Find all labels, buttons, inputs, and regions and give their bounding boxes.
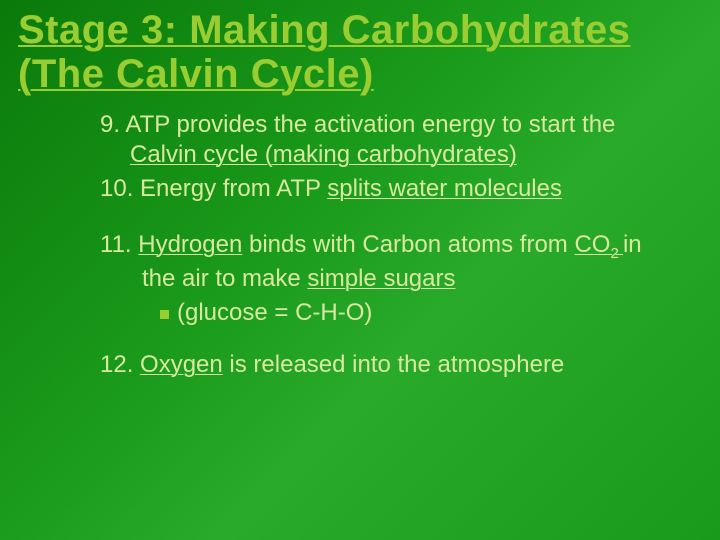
underlined-text: Oxygen <box>140 351 223 378</box>
list-item: 12. Oxygen is released into the atmosphe… <box>100 350 680 380</box>
underlined-text: simple sugars <box>307 265 455 292</box>
text: binds with Carbon atoms from <box>242 231 574 258</box>
underlined-text: CO2 <box>574 231 623 258</box>
square-bullet-icon <box>160 310 169 319</box>
text: is released into the atmosphere <box>223 351 565 378</box>
list-item: 9. ATP provides the activation energy to… <box>100 110 680 170</box>
list-item: 10. Energy from ATP splits water molecul… <box>100 174 680 204</box>
text: 9. ATP provides the activation energy to… <box>100 111 615 138</box>
text: 12. <box>100 351 140 378</box>
list-item: 11. Hydrogen binds with Carbon atoms fro… <box>100 230 680 294</box>
text: (glucose = C-H-O) <box>177 299 372 326</box>
slide-title: Stage 3: Making Carbohydrates (The Calvi… <box>0 0 720 100</box>
subscript: 2 <box>610 245 623 262</box>
slide-content: 9. ATP provides the activation energy to… <box>0 100 720 380</box>
underlined-text: Hydrogen <box>138 231 242 258</box>
sub-list-item: (glucose = C-H-O) <box>100 298 680 328</box>
underlined-text: splits water molecules <box>327 175 562 202</box>
text: 10. Energy from ATP <box>100 175 327 202</box>
text: 11. <box>100 231 138 258</box>
underlined-text: Calvin cycle (making carbohydrates) <box>130 141 517 168</box>
